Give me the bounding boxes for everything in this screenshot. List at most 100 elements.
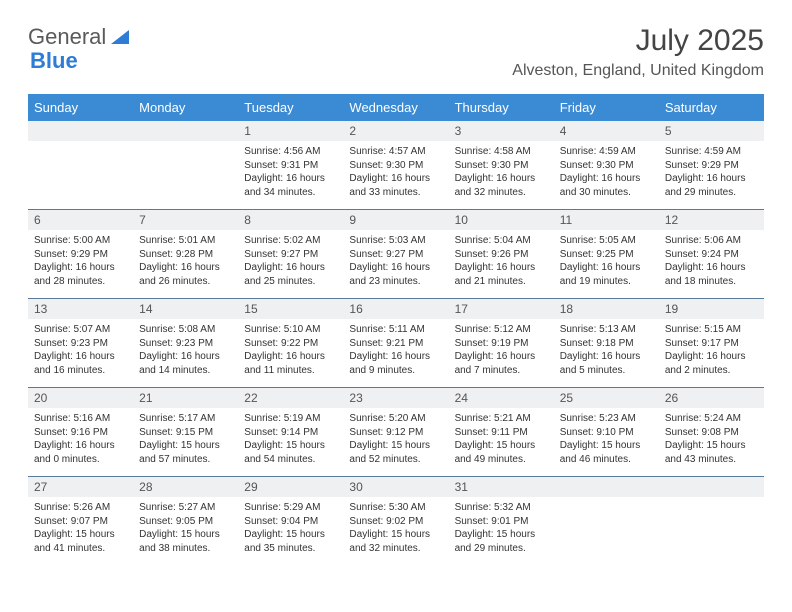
logo-triangle-icon [111,30,129,44]
date-number: 3 [449,121,554,141]
date-number [554,477,659,498]
sunset-text: Sunset: 9:21 PM [349,337,442,351]
day-header-row: Sunday Monday Tuesday Wednesday Thursday… [28,94,764,121]
day-cell: Sunrise: 5:02 AMSunset: 9:27 PMDaylight:… [238,230,343,299]
sunrise-text: Sunrise: 4:59 AM [665,145,758,159]
day-cell: Sunrise: 5:08 AMSunset: 9:23 PMDaylight:… [133,319,238,388]
date-number: 28 [133,477,238,498]
daylight-text: Daylight: 16 hours and 30 minutes. [560,172,653,199]
sunset-text: Sunset: 9:08 PM [665,426,758,440]
day-header: Friday [554,94,659,121]
date-number: 16 [343,299,448,320]
sunset-text: Sunset: 9:22 PM [244,337,337,351]
day-content-row: Sunrise: 5:07 AMSunset: 9:23 PMDaylight:… [28,319,764,388]
date-number: 21 [133,388,238,409]
daylight-text: Daylight: 16 hours and 2 minutes. [665,350,758,377]
daylight-text: Daylight: 15 hours and 54 minutes. [244,439,337,466]
date-number: 26 [659,388,764,409]
day-cell: Sunrise: 4:59 AMSunset: 9:29 PMDaylight:… [659,141,764,210]
sunset-text: Sunset: 9:15 PM [139,426,232,440]
sunset-text: Sunset: 9:01 PM [455,515,548,529]
date-number: 15 [238,299,343,320]
daylight-text: Daylight: 16 hours and 18 minutes. [665,261,758,288]
day-cell: Sunrise: 5:16 AMSunset: 9:16 PMDaylight:… [28,408,133,477]
sunset-text: Sunset: 9:14 PM [244,426,337,440]
date-number [659,477,764,498]
date-number: 19 [659,299,764,320]
sunrise-text: Sunrise: 5:05 AM [560,234,653,248]
daylight-text: Daylight: 16 hours and 11 minutes. [244,350,337,377]
daylight-text: Daylight: 16 hours and 5 minutes. [560,350,653,377]
daylight-text: Daylight: 15 hours and 49 minutes. [455,439,548,466]
sunrise-text: Sunrise: 5:26 AM [34,501,127,515]
day-cell: Sunrise: 5:03 AMSunset: 9:27 PMDaylight:… [343,230,448,299]
day-header: Wednesday [343,94,448,121]
day-cell: Sunrise: 5:13 AMSunset: 9:18 PMDaylight:… [554,319,659,388]
daylight-text: Daylight: 15 hours and 38 minutes. [139,528,232,555]
day-cell [28,141,133,210]
sunrise-text: Sunrise: 4:58 AM [455,145,548,159]
date-number: 30 [343,477,448,498]
day-content-row: Sunrise: 4:56 AMSunset: 9:31 PMDaylight:… [28,141,764,210]
day-content-row: Sunrise: 5:16 AMSunset: 9:16 PM Daylight:… [28,408,764,477]
sunrise-text: Sunrise: 5:16 AM [34,412,127,426]
sunrise-text: Sunrise: 5:27 AM [139,501,232,515]
sunset-text: Sunset: 9:02 PM [349,515,442,529]
sunset-text: Sunset: 9:11 PM [455,426,548,440]
date-number: 4 [554,121,659,141]
day-cell: Sunrise: 5:17 AMSunset: 9:15 PMDaylight:… [133,408,238,477]
sunset-text: Sunset: 9:30 PM [349,159,442,173]
day-header: Saturday [659,94,764,121]
day-cell: Sunrise: 5:05 AMSunset: 9:25 PMDaylight:… [554,230,659,299]
date-number: 23 [343,388,448,409]
day-header: Monday [133,94,238,121]
date-number: 13 [28,299,133,320]
date-number: 27 [28,477,133,498]
daylight-text: Daylight: 16 hours and 29 minutes. [665,172,758,199]
daylight-text: Daylight: 16 hours and 34 minutes. [244,172,337,199]
daylight-text: Daylight: 16 hours and 14 minutes. [139,350,232,377]
daylight-text: Daylight: 16 hours and 9 minutes. [349,350,442,377]
date-number-row: 2728293031 [28,477,764,498]
sunrise-text: Sunrise: 5:06 AM [665,234,758,248]
month-title: July 2025 [512,24,764,58]
sunrise-text: Sunrise: 5:19 AM [244,412,337,426]
date-number: 7 [133,210,238,231]
date-number: 24 [449,388,554,409]
daylight-text: Daylight: 16 hours and 21 minutes. [455,261,548,288]
day-cell: Sunrise: 5:29 AMSunset: 9:04 PMDaylight:… [238,497,343,565]
date-number: 11 [554,210,659,231]
day-cell: Sunrise: 5:12 AMSunset: 9:19 PMDaylight:… [449,319,554,388]
day-cell: Sunrise: 5:11 AMSunset: 9:21 PMDaylight:… [343,319,448,388]
day-cell: Sunrise: 4:56 AMSunset: 9:31 PMDaylight:… [238,141,343,210]
sunset-text: Sunset: 9:30 PM [455,159,548,173]
day-cell: Sunrise: 4:58 AMSunset: 9:30 PMDaylight:… [449,141,554,210]
sunset-text: Sunset: 9:16 PM [34,426,127,440]
sunrise-text: Sunrise: 5:07 AM [34,323,127,337]
sunrise-text: Sunrise: 5:17 AM [139,412,232,426]
calendar-table: Sunday Monday Tuesday Wednesday Thursday… [28,94,764,565]
sunrise-text: Sunrise: 5:01 AM [139,234,232,248]
date-number: 22 [238,388,343,409]
daylight-text: Daylight: 15 hours and 52 minutes. [349,439,442,466]
sunset-text: Sunset: 9:12 PM [349,426,442,440]
date-number: 10 [449,210,554,231]
sunset-text: Sunset: 9:29 PM [665,159,758,173]
date-number: 1 [238,121,343,141]
daylight-text: Daylight: 15 hours and 29 minutes. [455,528,548,555]
date-number: 20 [28,388,133,409]
sunrise-text: Sunrise: 5:00 AM [34,234,127,248]
day-cell: Sunrise: 5:24 AMSunset: 9:08 PMDaylight:… [659,408,764,477]
day-header: Thursday [449,94,554,121]
day-content-row: Sunrise: 5:26 AMSunset: 9:07 PMDaylight:… [28,497,764,565]
date-number: 12 [659,210,764,231]
daylight-text: Daylight: 16 hours and 19 minutes. [560,261,653,288]
daylight-text: Daylight: 15 hours and 32 minutes. [349,528,442,555]
sunset-text: Sunset: 9:26 PM [455,248,548,262]
day-cell: Sunrise: 5:00 AMSunset: 9:29 PMDaylight:… [28,230,133,299]
date-number: 31 [449,477,554,498]
day-cell: Sunrise: 5:23 AMSunset: 9:10 PMDaylight:… [554,408,659,477]
day-content-row: Sunrise: 5:00 AMSunset: 9:29 PMDaylight:… [28,230,764,299]
sunrise-text: Sunrise: 5:11 AM [349,323,442,337]
day-cell: Sunrise: 5:01 AMSunset: 9:28 PMDaylight:… [133,230,238,299]
